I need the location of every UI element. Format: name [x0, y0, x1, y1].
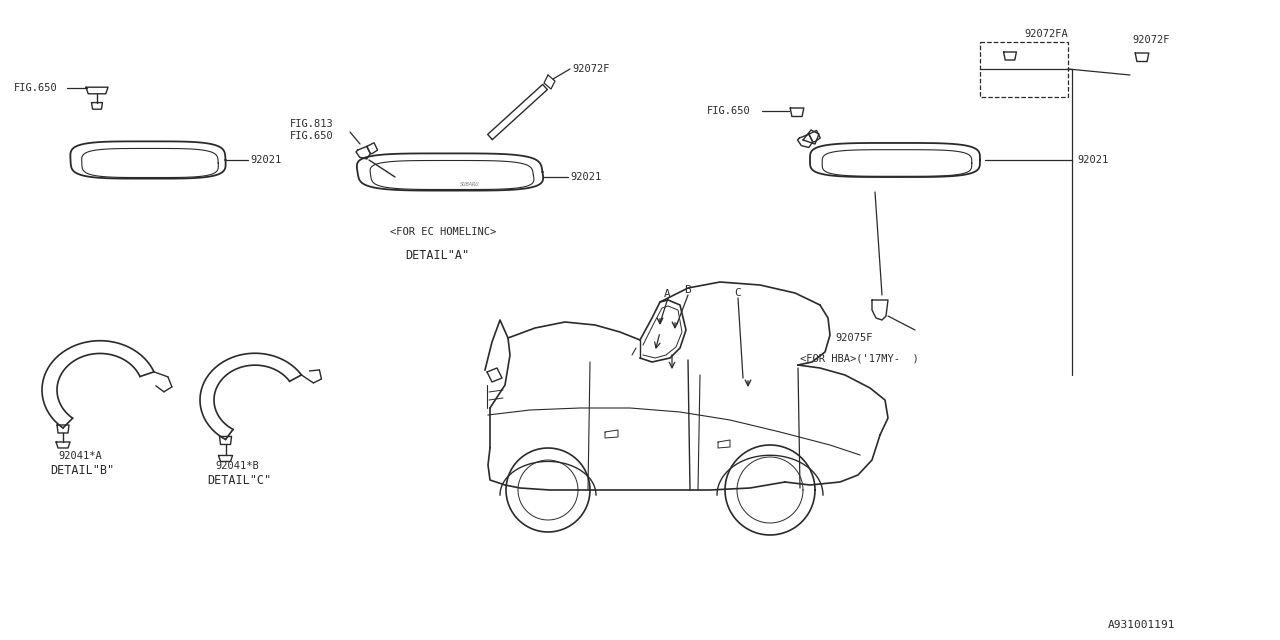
Text: 92021: 92021: [570, 172, 602, 182]
Text: C: C: [733, 288, 741, 298]
Text: 92072FA: 92072FA: [1024, 29, 1068, 39]
Text: 92021: 92021: [1076, 155, 1108, 165]
Bar: [980, 42, 1068, 97]
Text: FIG.650: FIG.650: [707, 106, 751, 116]
Text: FIG.813: FIG.813: [291, 119, 334, 129]
Text: DETAIL"A": DETAIL"A": [404, 248, 470, 262]
Text: FIG.650: FIG.650: [14, 83, 58, 93]
Text: <FOR EC HOMELINC>: <FOR EC HOMELINC>: [390, 227, 497, 237]
Text: 92075F: 92075F: [835, 333, 873, 343]
Text: 92072F: 92072F: [1132, 35, 1170, 45]
Text: DETAIL"C": DETAIL"C": [207, 474, 271, 486]
Text: 92041*A: 92041*A: [58, 451, 101, 461]
Text: A: A: [664, 289, 671, 299]
Text: <FOR HBA>('17MY-  ): <FOR HBA>('17MY- ): [800, 353, 919, 363]
Text: 92072F: 92072F: [572, 64, 609, 74]
Text: DETAIL"B": DETAIL"B": [50, 463, 114, 477]
Text: B: B: [684, 285, 691, 295]
Text: SUBARU: SUBARU: [461, 182, 480, 186]
Text: A931001191: A931001191: [1107, 620, 1175, 630]
Text: 92021: 92021: [250, 155, 282, 165]
Text: 92041*B: 92041*B: [215, 461, 259, 471]
Text: FIG.650: FIG.650: [291, 131, 334, 141]
